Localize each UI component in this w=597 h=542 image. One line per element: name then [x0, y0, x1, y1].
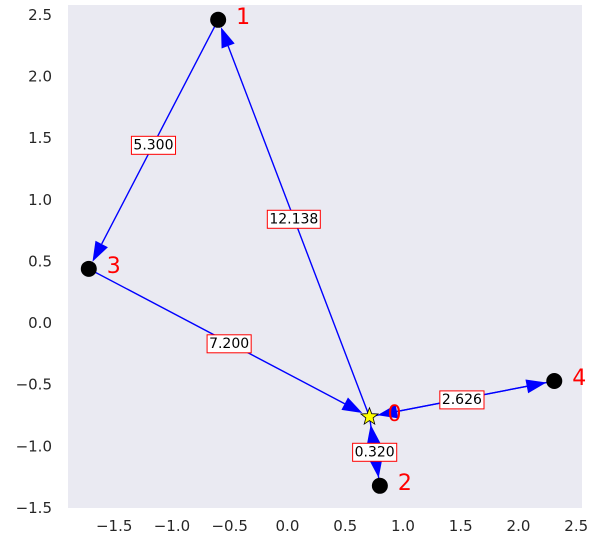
node-label-3: 3: [107, 254, 121, 279]
arrowhead-0-1: [221, 27, 235, 49]
y-tick-label: 1.5: [28, 129, 52, 147]
x-tick-label: 2.0: [507, 517, 531, 535]
arrowhead-4-0: [377, 404, 399, 419]
node-4: [546, 373, 563, 390]
y-tick-label: −0.5: [16, 376, 52, 394]
edge-labels-group: 12.138 5.300 7.200 0.320 2.626: [130, 135, 485, 462]
node-2: [371, 477, 388, 494]
nodes-group: [80, 11, 563, 494]
edge-label-box-1-3: [130, 135, 177, 155]
y-tick-label: −1.5: [16, 499, 52, 517]
x-tick-label: 0.0: [276, 517, 300, 535]
x-tick-label: −1.0: [154, 517, 190, 535]
arrowhead-0-2: [368, 457, 383, 478]
arrowhead-2-0: [366, 424, 381, 446]
x-tick-label: 1.5: [449, 517, 473, 535]
edge-label-0-1: 12.138: [269, 211, 318, 227]
y-tick-label: 0.0: [28, 314, 52, 332]
plot-background: [68, 5, 582, 508]
x-tick-label: −0.5: [211, 517, 247, 535]
y-tick-label: 0.5: [28, 252, 52, 270]
edge-label-box-0-4: [439, 390, 485, 410]
node-label-4: 4: [572, 366, 586, 391]
x-tick-label: 2.5: [564, 517, 588, 535]
node-label-2: 2: [398, 471, 412, 496]
node-labels-group: 0 1 2 3 4: [107, 5, 586, 496]
y-tick-label: 2.0: [28, 68, 52, 86]
node-3: [80, 260, 97, 277]
x-axis-ticks: −1.5 −1.0 −0.5 0.0 0.5 1.0 1.5 2.0 2.5: [96, 517, 588, 535]
y-axis-ticks: −1.5 −1.0 −0.5 0.0 0.5 1.0 1.5 2.0 2.5: [16, 6, 52, 517]
node-label-1: 1: [236, 5, 250, 30]
arrowhead-1-3: [92, 240, 108, 262]
edge-label-1-3: 5.300: [133, 137, 173, 153]
edge-1-3: [101, 19, 219, 245]
y-tick-label: 2.5: [28, 6, 52, 24]
x-tick-label: 0.5: [333, 517, 357, 535]
node-label-0: 0: [387, 402, 401, 427]
edge-label-3-0: 7.200: [209, 336, 249, 352]
y-tick-label: 1.0: [28, 191, 52, 209]
node-star-0: [359, 406, 380, 425]
x-tick-label: 1.0: [391, 517, 415, 535]
y-tick-label: −1.0: [16, 437, 52, 455]
edge-label-box-2-0: [352, 442, 398, 462]
x-tick-label: −1.5: [96, 517, 132, 535]
edge-0-1: [227, 45, 371, 418]
edge-label-0-4: 2.626: [442, 392, 482, 408]
edge-label-box-0-1: [266, 209, 321, 229]
edge-label-box-3-0: [206, 334, 252, 354]
arrowhead-3-0: [341, 397, 363, 414]
edge-label-2-0: 0.320: [355, 444, 395, 460]
node-1: [210, 11, 227, 28]
